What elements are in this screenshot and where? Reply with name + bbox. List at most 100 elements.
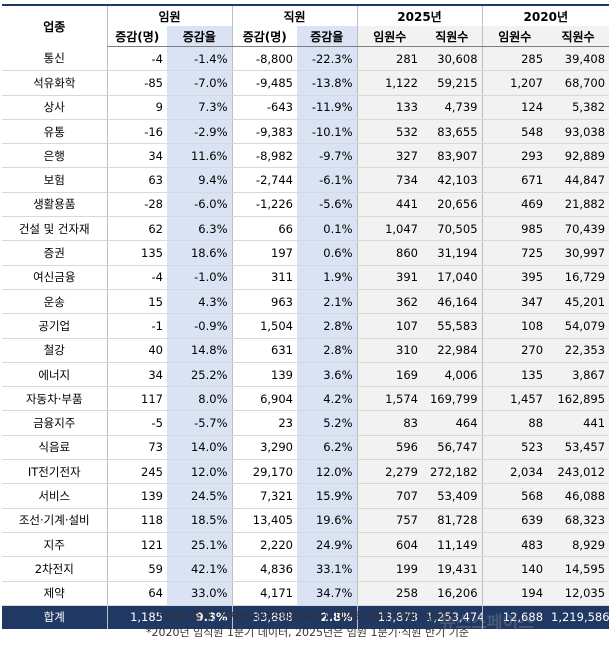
cell: 963 (231, 289, 297, 315)
cell: 140 (481, 556, 548, 582)
cell: 64 (106, 581, 167, 606)
cell: 162,895 (547, 386, 610, 412)
cell: 33.1% (297, 556, 357, 582)
table-row: 운송 15 4.3% 963 2.1% 362 46,164 347 45,201 (2, 289, 610, 315)
cell: 725 (481, 240, 548, 266)
row-label: 금융지주 (2, 410, 107, 436)
cell: 5.2% (297, 410, 357, 436)
cell: 17,040 (422, 265, 483, 290)
cell: 21,882 (547, 192, 610, 218)
cell: -11.9% (297, 95, 357, 120)
row-label: 지주 (2, 532, 107, 558)
cell: 20,656 (422, 192, 483, 218)
cell: 1,047 (356, 216, 422, 242)
cell: 9.4% (167, 167, 232, 193)
cell: 40 (106, 338, 167, 363)
subheader-cell: 증감(명) (231, 26, 297, 47)
cell: 68,323 (547, 508, 610, 533)
row-label: 여신금융 (2, 265, 107, 290)
cell: 42,103 (422, 167, 483, 193)
row-label: 철강 (2, 338, 107, 363)
cell: 441 (356, 192, 422, 218)
cell: -6.0% (167, 192, 232, 218)
cell: 139 (231, 362, 297, 388)
cell: 1,457 (481, 386, 548, 412)
cell: -16 (106, 119, 167, 145)
row-label: 식음료 (2, 435, 107, 461)
cell: 139 (106, 483, 167, 509)
cell: 568 (481, 483, 548, 509)
cell: 22,984 (422, 338, 483, 363)
cell: 81,728 (422, 508, 483, 533)
cell: 327 (356, 143, 422, 169)
cell: 12.0% (167, 459, 232, 485)
cell: -22.3% (297, 46, 357, 72)
cell: 15 (106, 289, 167, 315)
cell: 34 (106, 362, 167, 388)
cell: 1,574 (356, 386, 422, 412)
cell: 2,034 (481, 459, 548, 485)
cell: 548 (481, 119, 548, 145)
cell: -6.1% (297, 167, 357, 193)
cell: 270 (481, 338, 548, 363)
cell: 73 (106, 435, 167, 461)
cell: 985 (481, 216, 548, 242)
cell: 7.3% (167, 95, 232, 120)
row-label: 생활용품 (2, 192, 107, 218)
cell: 88 (481, 410, 548, 436)
table-row: 보험 63 9.4% -2,744 -6.1% 734 42,103 671 44,847 (2, 167, 610, 193)
cell: -9.7% (297, 143, 357, 169)
cell: 4,836 (231, 556, 297, 582)
row-label: 석유화학 (2, 70, 107, 96)
subheader-cell: 임원수 (481, 26, 548, 47)
cell: 16,206 (422, 581, 483, 606)
table-row: 상사 9 7.3% -643 -11.9% 133 4,739 124 5,382 (2, 95, 610, 120)
cell: 293 (481, 143, 548, 169)
cell: 92,889 (547, 143, 610, 169)
table-row: 금융지주 -5 -5.7% 23 5.2% 83 464 88 441 (2, 410, 610, 436)
cell: 4,739 (422, 95, 483, 120)
cell: -9,383 (231, 119, 297, 145)
cell: 347 (481, 289, 548, 315)
cell: -1,226 (231, 192, 297, 218)
cell: 8.0% (167, 386, 232, 412)
cell: 272,182 (422, 459, 483, 485)
cell: 117 (106, 386, 167, 412)
cell: 2,279 (356, 459, 422, 485)
cell: 243,012 (547, 459, 610, 485)
cell: 441 (547, 410, 610, 436)
row-label: 에너지 (2, 362, 107, 388)
cell: 395 (481, 265, 548, 290)
cell: 59 (106, 556, 167, 582)
table-row: 공기업 -1 -0.9% 1,504 2.8% 107 55,583 108 54,079 (2, 313, 610, 339)
table-row: 증권 135 18.6% 197 0.6% 860 31,194 725 30,997 (2, 240, 610, 266)
cell: 14.0% (167, 435, 232, 461)
cell: -1.4% (167, 46, 232, 72)
cell: 66 (231, 216, 297, 242)
cell: 757 (356, 508, 422, 533)
cell: 135 (481, 362, 548, 388)
row-label: 건설 및 건자재 (2, 216, 107, 242)
cell: 258 (356, 581, 422, 606)
cell: 54,079 (547, 313, 610, 339)
subheader-cell: 증감율 (167, 26, 232, 47)
total-cell: 33,888 (231, 605, 297, 629)
cell: 63 (106, 167, 167, 193)
cell: 5,382 (547, 95, 610, 120)
header-cell: 2025년 (356, 4, 483, 26)
cell: 12,035 (547, 581, 610, 606)
cell: 23 (231, 410, 297, 436)
table-row: 통신 -4 -1.4% -8,800 -22.3% 281 30,608 285 39,408 (2, 46, 610, 72)
cell: 1,122 (356, 70, 422, 96)
row-label: 운송 (2, 289, 107, 315)
cell: 24.9% (297, 532, 357, 558)
watermark: 뉴스스페이스 (440, 613, 534, 633)
cell: -10.1% (297, 119, 357, 145)
cell: 14,595 (547, 556, 610, 582)
table-row: 서비스 139 24.5% 7,321 15.9% 707 53,409 568 46,088 (2, 483, 610, 509)
cell: 83 (356, 410, 422, 436)
cell: 362 (356, 289, 422, 315)
cell: 469 (481, 192, 548, 218)
cell: 391 (356, 265, 422, 290)
table-row: 유통 -16 -2.9% -9,383 -10.1% 532 83,655 548 93,038 (2, 119, 610, 145)
